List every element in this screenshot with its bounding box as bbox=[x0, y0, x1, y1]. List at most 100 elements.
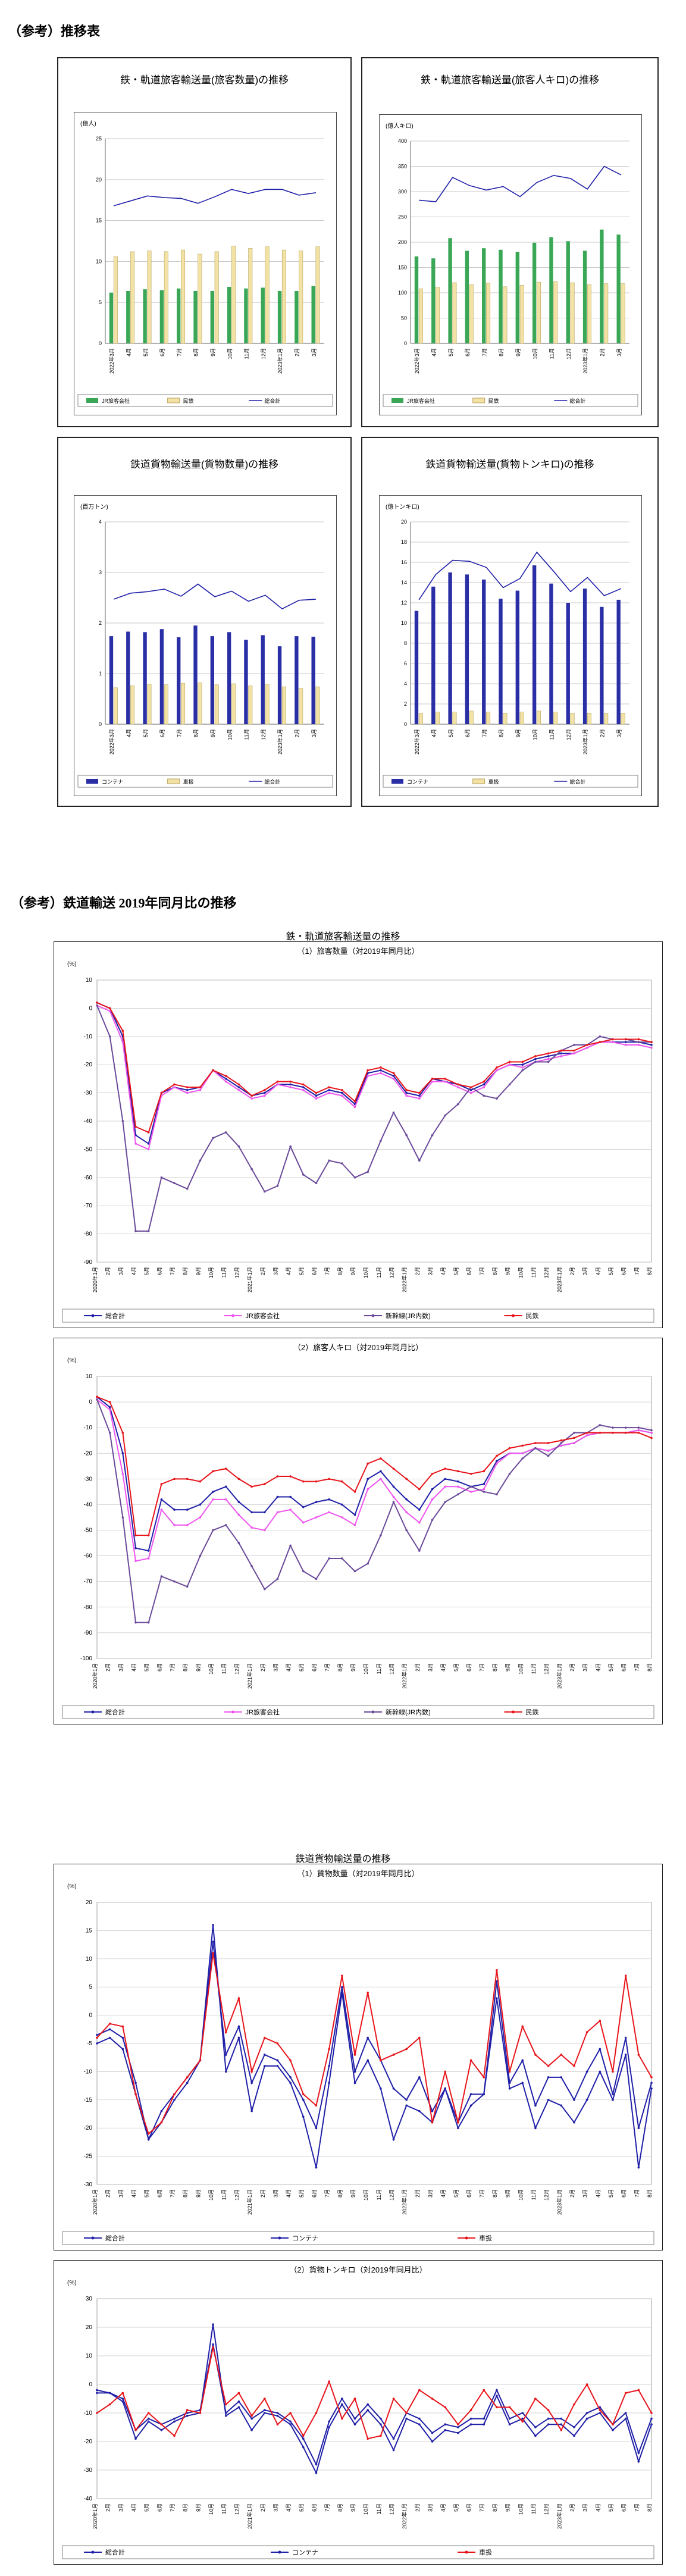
legend-label: 新幹線(JR内数) bbox=[386, 1708, 431, 1716]
x-tick-label: 2023年1月 bbox=[556, 2189, 562, 2215]
data-point bbox=[302, 1173, 305, 1176]
bar bbox=[261, 287, 265, 343]
x-tick-label: 5月 bbox=[143, 348, 149, 356]
data-point bbox=[496, 1097, 498, 1100]
bar bbox=[147, 684, 152, 725]
data-point bbox=[367, 1075, 369, 1077]
legend-marker bbox=[231, 1710, 234, 1714]
data-point bbox=[353, 1100, 356, 1103]
legend-swatch bbox=[391, 398, 403, 403]
legend-marker bbox=[91, 2236, 95, 2240]
data-point bbox=[534, 1447, 537, 1450]
x-tick-label: 6月 bbox=[156, 1267, 162, 1275]
data-point bbox=[547, 1454, 550, 1457]
panel-freight-ratio: （1）貨物数量（対2019年同月比） (%) 20 15 10 5 0 -5 -10 -15 -20… bbox=[54, 1864, 663, 2251]
data-point bbox=[560, 2054, 563, 2056]
x-tick-label: 7月 bbox=[481, 729, 487, 737]
data-point bbox=[173, 1524, 176, 1526]
chart-svg: （2）旅客人キロ（対2019年同月比） (%) 10 0 -10 -20 -30 -40 -50… bbox=[62, 1343, 654, 1719]
data-point bbox=[173, 2099, 176, 2101]
data-point bbox=[134, 2429, 137, 2431]
data-point bbox=[380, 2417, 382, 2420]
x-tick-label: 8月 bbox=[647, 2189, 653, 2198]
data-point bbox=[585, 2412, 588, 2414]
data-point bbox=[431, 1080, 434, 1083]
data-point bbox=[276, 2059, 279, 2062]
x-tick-label: 5月 bbox=[144, 1267, 150, 1275]
data-point bbox=[276, 1083, 279, 1086]
y-tick-label: -70 bbox=[84, 1203, 93, 1209]
data-point bbox=[367, 2437, 369, 2440]
data-point bbox=[134, 1547, 137, 1550]
bar bbox=[261, 635, 265, 724]
data-point bbox=[431, 2397, 434, 2400]
data-point bbox=[650, 1429, 653, 1432]
y-tick-label: 5 bbox=[89, 1984, 92, 1990]
data-point bbox=[367, 2036, 369, 2039]
x-tick-label: 11月 bbox=[244, 729, 250, 740]
data-point bbox=[289, 1475, 292, 1478]
data-point bbox=[508, 1060, 511, 1063]
data-point bbox=[160, 2121, 163, 2124]
data-point bbox=[573, 2403, 575, 2406]
data-point bbox=[289, 2076, 292, 2079]
x-tick-label: 2月 bbox=[569, 2503, 575, 2512]
x-tick-label: 7月 bbox=[634, 1663, 640, 1672]
bar bbox=[503, 712, 508, 725]
legend-label: 総合計 bbox=[105, 2548, 125, 2556]
data-point bbox=[612, 2070, 614, 2073]
bar bbox=[616, 234, 621, 343]
y-tick-label: -20 bbox=[84, 2125, 93, 2131]
data-point bbox=[367, 1462, 369, 1465]
y-tick-label: 10 bbox=[96, 258, 102, 264]
data-point bbox=[315, 2166, 318, 2169]
data-point bbox=[637, 2389, 640, 2392]
x-tick-label: 4月 bbox=[286, 2189, 292, 2198]
y-tick-label: -100 bbox=[80, 1655, 92, 1662]
y-tick-label: 5 bbox=[99, 299, 102, 305]
y-tick-label: 300 bbox=[398, 189, 407, 195]
panel-passenger-km: 鉄・軌道旅客輸送量(旅客人キロ)の推移 (億人キロ) 0 50 100 150 200 25… bbox=[361, 57, 659, 427]
data-point bbox=[547, 1060, 550, 1063]
data-point bbox=[186, 1508, 189, 1511]
x-tick-label: 5月 bbox=[448, 729, 454, 737]
y-tick-label: -80 bbox=[84, 1231, 93, 1238]
y-tick-label: 50 bbox=[401, 315, 407, 321]
bar bbox=[519, 712, 524, 725]
series-line bbox=[96, 2347, 652, 2440]
data-point bbox=[263, 1483, 266, 1485]
data-point bbox=[186, 2409, 189, 2411]
data-point bbox=[444, 2406, 447, 2409]
data-point bbox=[496, 1968, 498, 1971]
data-point bbox=[302, 1089, 305, 1091]
bar bbox=[570, 712, 575, 725]
data-point bbox=[173, 2093, 176, 2096]
y-tick-label: 150 bbox=[398, 265, 407, 271]
data-point bbox=[599, 1432, 602, 1434]
data-point bbox=[250, 2429, 253, 2431]
data-point bbox=[650, 1041, 653, 1044]
data-point bbox=[612, 1038, 614, 1041]
data-point bbox=[315, 1577, 318, 1580]
y-tick-label: -10 bbox=[84, 2068, 93, 2075]
x-tick-label: 6月 bbox=[159, 729, 165, 737]
data-point bbox=[547, 2099, 550, 2101]
data-point bbox=[237, 2406, 240, 2409]
data-point bbox=[134, 1143, 137, 1145]
data-point bbox=[431, 1078, 434, 1080]
data-point bbox=[560, 2417, 563, 2420]
data-point bbox=[573, 2434, 575, 2437]
data-point bbox=[224, 1498, 227, 1501]
data-point bbox=[405, 1089, 408, 1091]
data-point bbox=[624, 2392, 627, 2395]
data-point bbox=[212, 2323, 214, 2325]
y-tick-label: -10 bbox=[84, 2410, 93, 2417]
bar bbox=[553, 712, 558, 725]
x-tick-label: 11月 bbox=[531, 1267, 537, 1278]
data-point bbox=[237, 1513, 240, 1516]
data-point bbox=[405, 1091, 408, 1094]
data-point bbox=[353, 2423, 356, 2425]
data-point bbox=[624, 2054, 627, 2056]
data-point bbox=[380, 2087, 382, 2090]
data-point bbox=[276, 1577, 279, 1580]
